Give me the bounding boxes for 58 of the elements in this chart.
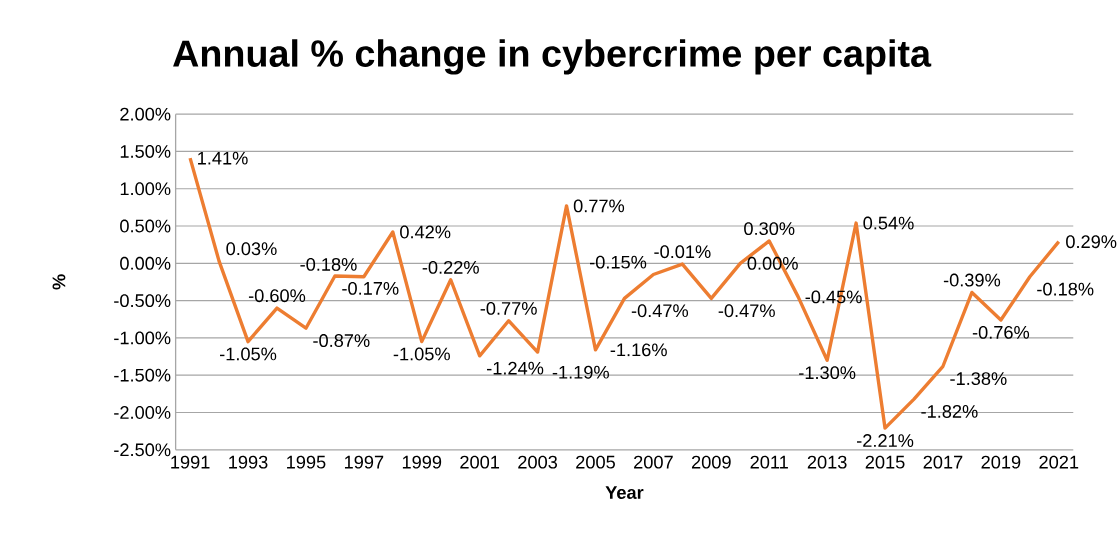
data-label: -1.24% — [487, 361, 544, 375]
y-tick-label: -1.00% — [114, 331, 171, 345]
x-tick-label: 2011 — [750, 455, 788, 469]
data-label: 1.41% — [198, 151, 248, 165]
y-tick-label: -0.50% — [114, 293, 171, 307]
y-tick-label: 0.50% — [120, 219, 171, 233]
data-label: -0.39% — [943, 273, 1001, 287]
y-tick-label: 2.00% — [120, 107, 171, 121]
x-tick-label: 1997 — [344, 455, 384, 469]
y-axis-title: % — [52, 274, 66, 290]
data-label: -0.18% — [1037, 282, 1094, 296]
data-label: -0.22% — [422, 260, 479, 274]
data-label: -0.77% — [480, 301, 537, 315]
data-label: -1.38% — [950, 371, 1007, 385]
data-label: -1.30% — [799, 365, 856, 379]
data-label: 0.03% — [226, 242, 277, 255]
x-tick-label: 2005 — [576, 455, 615, 469]
data-label: -0.18% — [300, 257, 357, 271]
x-tick-label: 1995 — [287, 455, 326, 469]
x-tick-label: 2017 — [923, 455, 963, 469]
x-tick-label: 1991 — [171, 455, 210, 469]
data-label: -0.47% — [718, 304, 775, 317]
x-tick-label: 2019 — [981, 455, 1021, 469]
x-tick-label: 2013 — [807, 455, 847, 469]
data-label: -0.17% — [342, 281, 399, 295]
data-label: -1.05% — [393, 347, 450, 361]
x-tick-label: 1999 — [402, 455, 442, 469]
data-label: -1.82% — [921, 404, 978, 418]
x-tick-label: 2009 — [691, 455, 731, 469]
data-label: -0.76% — [972, 325, 1030, 339]
x-tick-label: 2007 — [634, 455, 673, 469]
data-label: -0.01% — [654, 245, 711, 258]
x-tick-label: 1993 — [229, 455, 268, 469]
y-tick-label: 1.50% — [120, 144, 171, 158]
data-label: 0.54% — [863, 216, 914, 230]
x-tick-label: 2021 — [1039, 455, 1079, 469]
data-label: 0.29% — [1066, 235, 1117, 248]
data-label: 0.77% — [573, 199, 625, 213]
x-tick-label: 2015 — [865, 455, 905, 469]
data-label: -0.60% — [248, 289, 306, 302]
data-label: -0.87% — [313, 333, 370, 347]
data-label: -1.16% — [610, 343, 667, 357]
x-tick-label: 2001 — [460, 455, 500, 469]
y-tick-label: 0.00% — [120, 256, 171, 270]
data-label: 0.42% — [400, 225, 451, 239]
data-label: -1.05% — [219, 347, 277, 361]
data-label: 0.30% — [744, 221, 795, 235]
chart-title: Annual % change in cybercrime per capita — [173, 39, 932, 75]
y-tick-label: -2.50% — [114, 443, 171, 457]
data-label: -0.47% — [631, 304, 689, 317]
data-label: -2.21% — [857, 433, 914, 447]
data-label: -0.15% — [589, 255, 647, 269]
x-axis-title: Year — [605, 486, 644, 499]
y-tick-label: -2.00% — [114, 405, 171, 419]
x-tick-label: 2003 — [518, 455, 558, 469]
data-label: -1.19% — [552, 365, 609, 379]
y-tick-label: 1.00% — [120, 182, 171, 195]
y-tick-label: -1.50% — [114, 368, 171, 382]
